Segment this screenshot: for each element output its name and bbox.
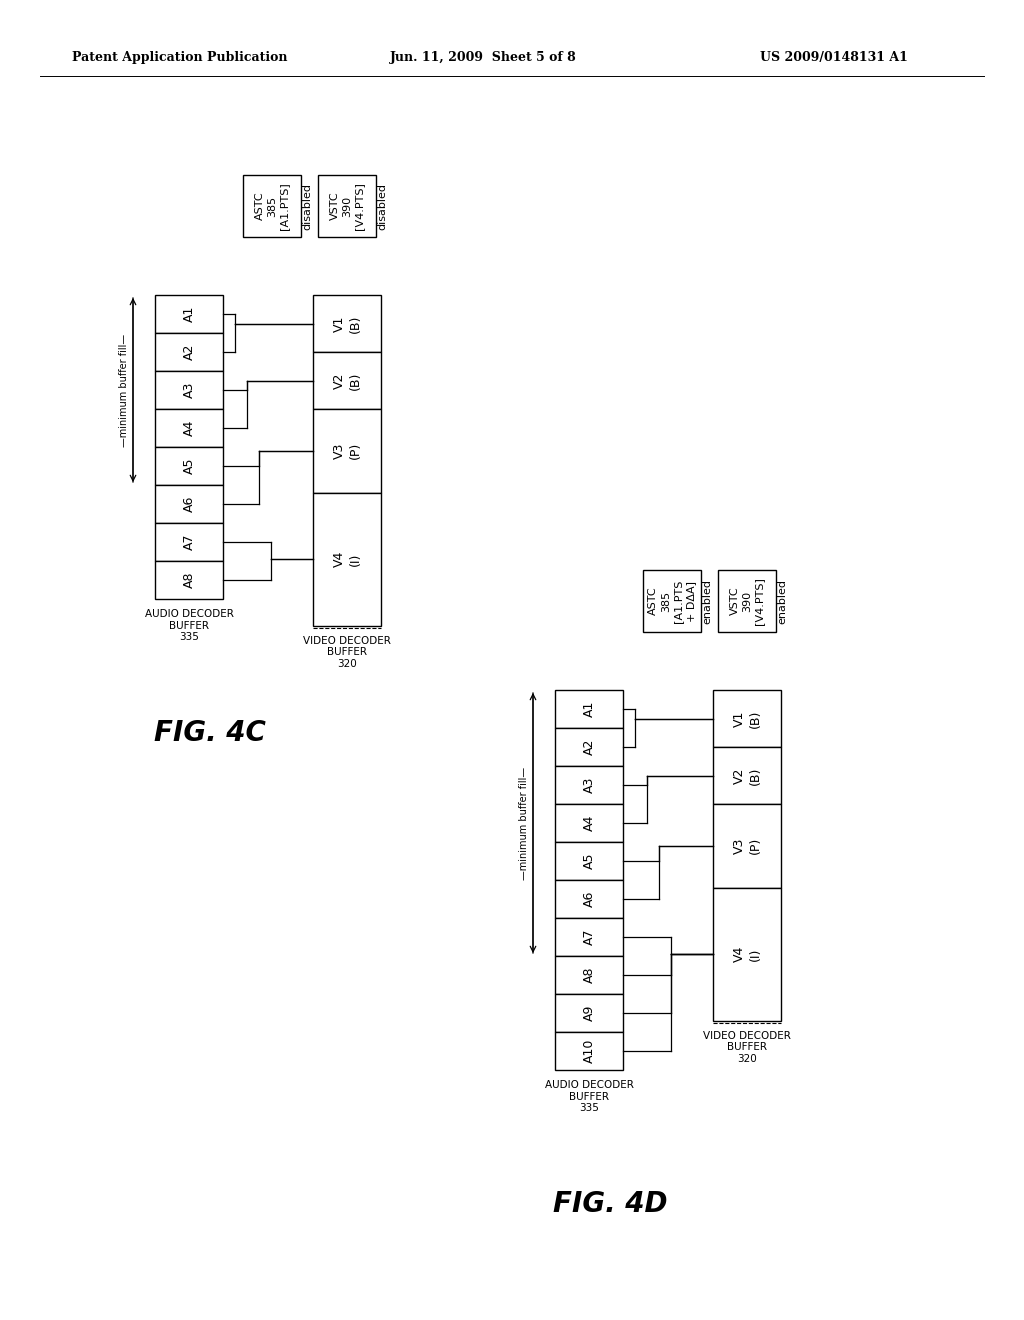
Text: V4
(I): V4 (I) [333, 550, 361, 568]
Text: FIG. 4D: FIG. 4D [553, 1191, 668, 1218]
Text: A3: A3 [583, 776, 596, 793]
Text: A3: A3 [182, 381, 196, 399]
Text: A10: A10 [583, 1039, 596, 1063]
Text: V3
(P): V3 (P) [732, 837, 762, 854]
Text: AUDIO DECODER
BUFFER
335: AUDIO DECODER BUFFER 335 [144, 609, 233, 643]
Text: A4: A4 [583, 814, 596, 832]
Text: VSTC
390
[V4.PTS]: VSTC 390 [V4.PTS] [729, 577, 764, 624]
Bar [243, 176, 301, 238]
Bar [555, 917, 623, 956]
Bar [555, 1032, 623, 1071]
Text: ASTC
385
[A1.PTS
+ DΔA]: ASTC 385 [A1.PTS + DΔA] [648, 579, 695, 623]
Bar [155, 561, 223, 599]
Bar [713, 804, 781, 887]
Bar [318, 176, 376, 238]
Text: V2
(B): V2 (B) [732, 767, 762, 784]
Text: A1: A1 [583, 701, 596, 717]
Bar [643, 570, 701, 632]
Bar [155, 484, 223, 523]
Bar [555, 690, 623, 729]
Text: disabled: disabled [377, 182, 387, 230]
Text: disabled: disabled [302, 182, 312, 230]
Bar [555, 880, 623, 917]
Text: A6: A6 [583, 891, 596, 907]
Text: VIDEO DECODER
BUFFER
320: VIDEO DECODER BUFFER 320 [303, 636, 391, 669]
Text: Jun. 11, 2009  Sheet 5 of 8: Jun. 11, 2009 Sheet 5 of 8 [390, 51, 577, 65]
Text: A7: A7 [182, 533, 196, 550]
Text: A2: A2 [182, 343, 196, 360]
Bar [313, 409, 381, 492]
Text: V1
(B): V1 (B) [732, 709, 762, 727]
Bar [313, 294, 381, 352]
Text: ASTC
385
[A1.PTS]: ASTC 385 [A1.PTS] [255, 182, 290, 230]
Text: enabled: enabled [777, 578, 787, 623]
Bar [555, 804, 623, 842]
Bar [555, 956, 623, 994]
Bar [155, 294, 223, 333]
Bar [718, 570, 776, 632]
Bar [313, 352, 381, 409]
Text: —minimum buffer fill—: —minimum buffer fill— [519, 767, 529, 879]
Text: A6: A6 [182, 496, 196, 512]
Bar [155, 409, 223, 447]
Text: A8: A8 [583, 966, 596, 983]
Text: A5: A5 [182, 458, 196, 474]
Bar [155, 371, 223, 409]
Text: A1: A1 [182, 306, 196, 322]
Text: FIG. 4C: FIG. 4C [154, 719, 266, 747]
Text: V3
(P): V3 (P) [333, 442, 361, 459]
Text: Patent Application Publication: Patent Application Publication [72, 51, 288, 65]
Text: A9: A9 [583, 1005, 596, 1022]
Text: VSTC
390
[V4.PTS]: VSTC 390 [V4.PTS] [330, 182, 365, 230]
Text: V2
(B): V2 (B) [333, 371, 361, 389]
Text: A5: A5 [583, 853, 596, 870]
Bar [713, 747, 781, 804]
Text: A2: A2 [583, 739, 596, 755]
Text: V1
(B): V1 (B) [333, 314, 361, 333]
Bar [713, 690, 781, 747]
Text: A8: A8 [182, 572, 196, 589]
Bar [555, 729, 623, 766]
Text: —minimum buffer fill—: —minimum buffer fill— [119, 334, 129, 446]
Text: US 2009/0148131 A1: US 2009/0148131 A1 [760, 51, 908, 65]
Text: A7: A7 [583, 929, 596, 945]
Bar [155, 333, 223, 371]
Text: VIDEO DECODER
BUFFER
320: VIDEO DECODER BUFFER 320 [703, 1031, 791, 1064]
Bar [713, 887, 781, 1020]
Bar [313, 492, 381, 626]
Bar [555, 842, 623, 880]
Text: V4
(I): V4 (I) [732, 946, 762, 962]
Bar [155, 447, 223, 484]
Bar [555, 766, 623, 804]
Text: enabled: enabled [702, 578, 712, 623]
Bar [155, 523, 223, 561]
Text: AUDIO DECODER
BUFFER
335: AUDIO DECODER BUFFER 335 [545, 1080, 634, 1113]
Text: A4: A4 [182, 420, 196, 436]
Bar [555, 994, 623, 1032]
